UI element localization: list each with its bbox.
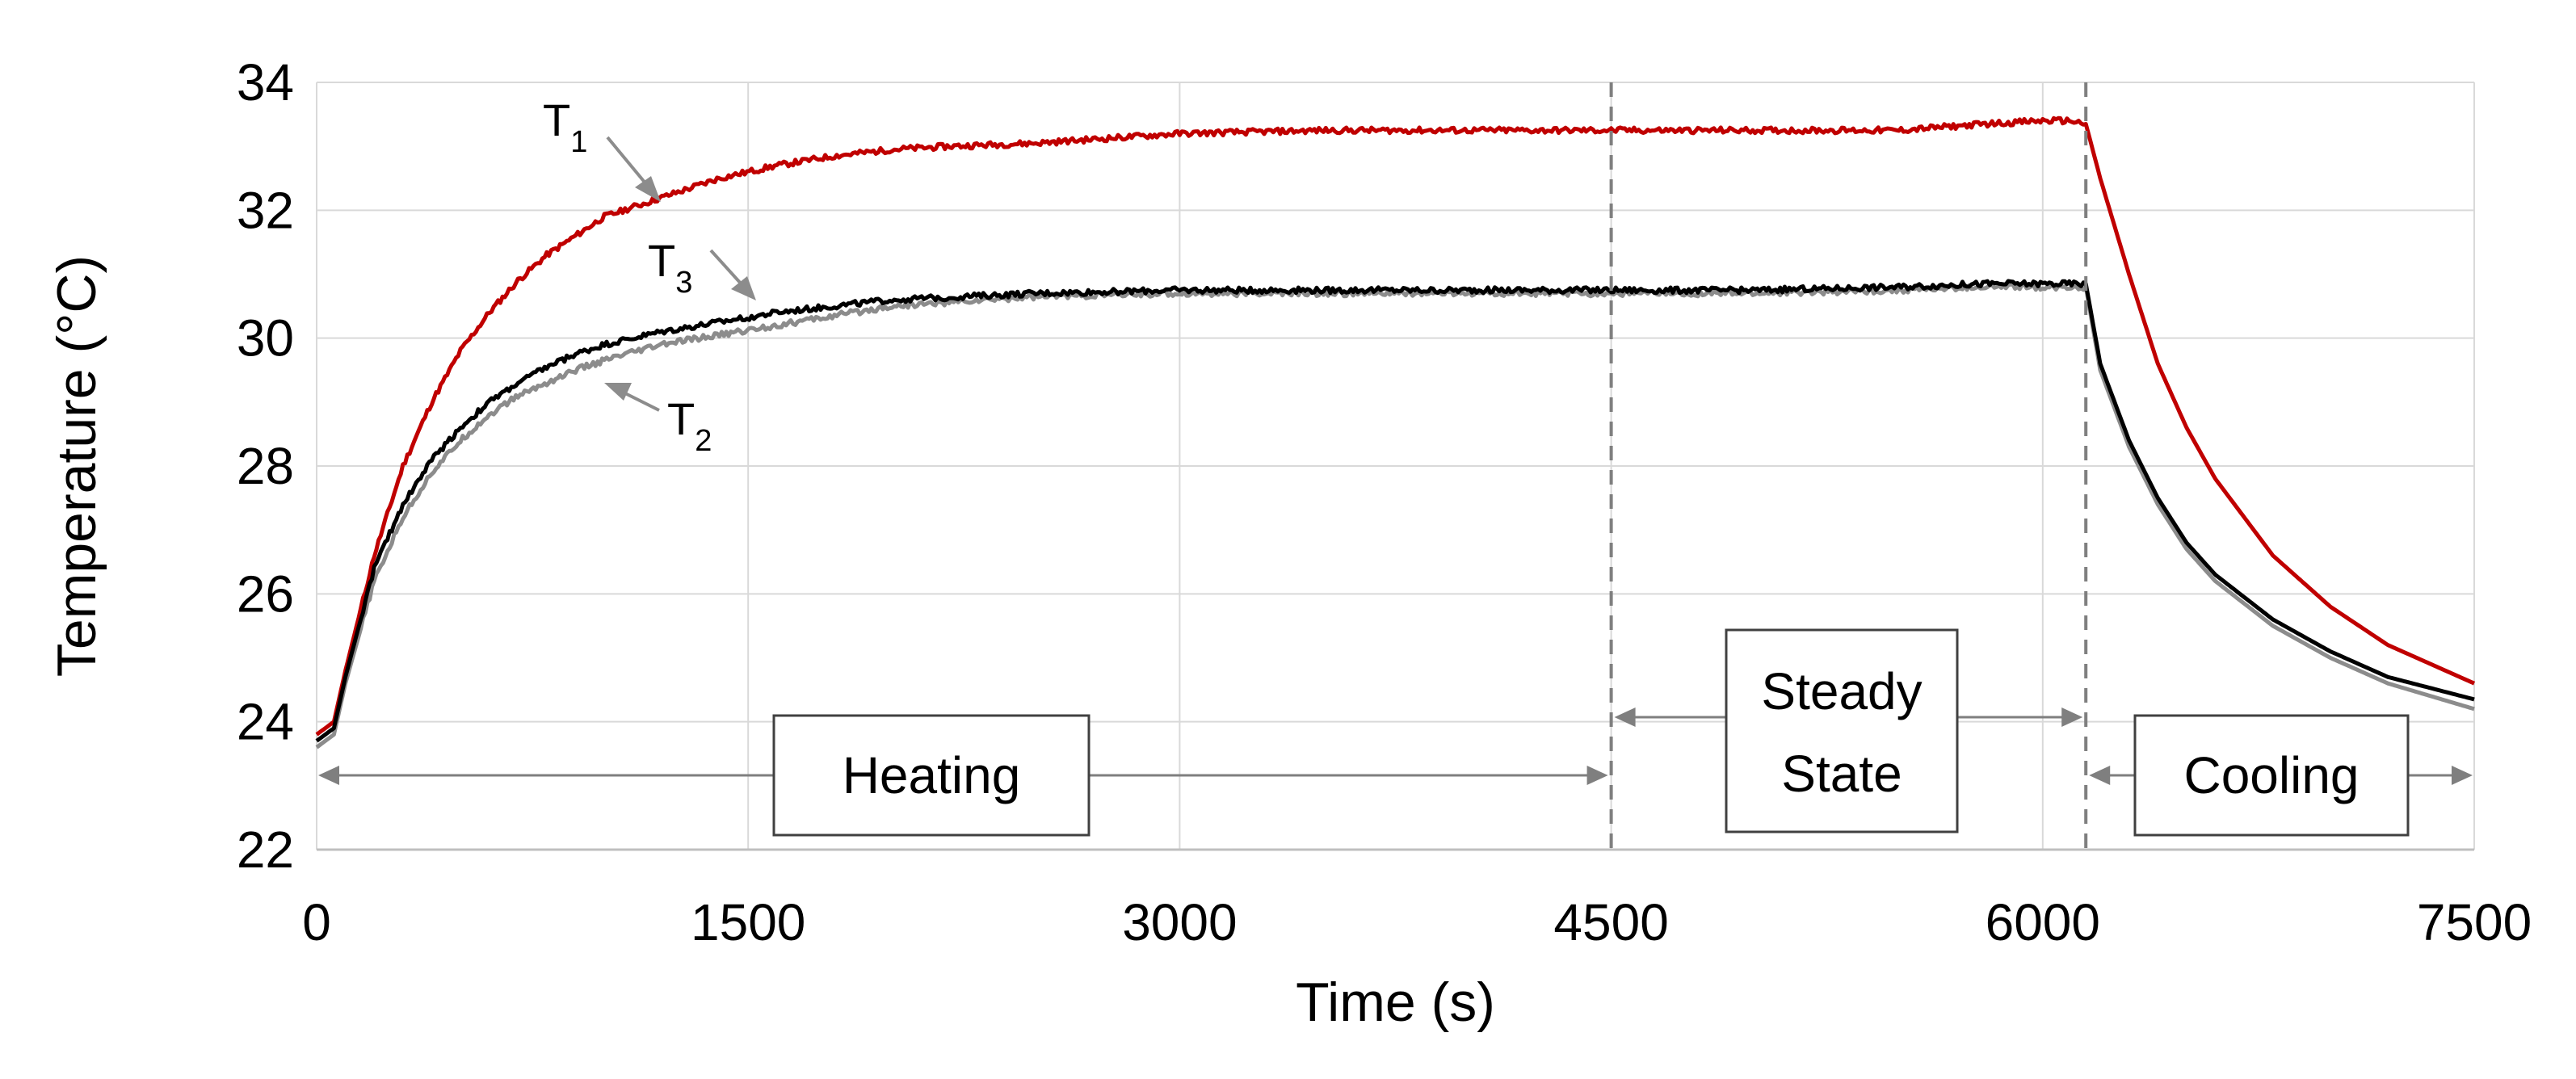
phase-steady-state: Steady State (1614, 628, 2083, 833)
y-tick-label-34: 34 (237, 53, 294, 111)
heating-label: Heating (843, 746, 1021, 804)
y-tick-label-22: 22 (237, 821, 294, 879)
y-axis-title: Temperature (°C) (46, 255, 107, 677)
series-label-t2: T2 (604, 383, 712, 458)
y-tick-label-30: 30 (237, 309, 294, 367)
x-tick-label-0: 0 (302, 893, 331, 951)
x-tick-label-1500: 1500 (691, 893, 805, 951)
steady-state-label-box (1725, 628, 1959, 833)
phase-heating: Heating (318, 714, 1608, 837)
cooling-label-box (2133, 714, 2410, 837)
series-label-t3: T3 (648, 235, 756, 300)
y-tick-label-32: 32 (237, 181, 294, 239)
phase-dividers (1609, 82, 2088, 850)
t3-pointer-arrowhead (731, 276, 756, 300)
series-line-t1 (315, 115, 2476, 737)
heating-label-box (772, 714, 1090, 837)
t1-pointer-arrowhead (635, 176, 661, 202)
series-label-t1-text: T1 (543, 94, 587, 159)
t1-pointer-line (606, 136, 648, 186)
series-label-t3-text: T3 (648, 235, 692, 300)
series-line-t3 (315, 279, 2475, 743)
series-line-t2 (315, 282, 2475, 749)
phase-cooling: Cooling (2089, 714, 2473, 837)
x-tick-label-7500: 7500 (2417, 893, 2532, 951)
t2-pointer-arrowhead (604, 383, 632, 401)
tick-labels: 22 24 26 28 30 32 34 0 1500 3000 4500 6000 7500 (237, 53, 2532, 951)
y-tick-label-24: 24 (237, 693, 294, 751)
x-axis-title: Time (s) (1296, 972, 1495, 1033)
cooling-arrowhead-left (2089, 766, 2111, 785)
steady-state-label-line2: State (1781, 745, 1902, 803)
steady-arrowhead-left (1614, 707, 1636, 727)
y-tick-label-26: 26 (237, 565, 294, 623)
steady-state-label-line1: Steady (1761, 662, 1922, 720)
series-label-t1: T1 (543, 94, 661, 202)
steady-arrowhead-right (2061, 707, 2083, 727)
cooling-label: Cooling (2183, 746, 2359, 804)
x-tick-label-4500: 4500 (1553, 893, 1668, 951)
heating-arrowhead-left (318, 766, 339, 785)
series-label-t2-text: T2 (667, 393, 712, 458)
series-lines (315, 115, 2476, 749)
t3-pointer-line (709, 249, 743, 286)
x-tick-label-3000: 3000 (1122, 893, 1237, 951)
cooling-arrowhead-right (2452, 766, 2473, 785)
x-tick-label-6000: 6000 (1986, 893, 2100, 951)
t2-pointer-line (623, 391, 660, 412)
heating-arrowhead-right (1586, 766, 1608, 785)
y-tick-label-28: 28 (237, 437, 294, 495)
